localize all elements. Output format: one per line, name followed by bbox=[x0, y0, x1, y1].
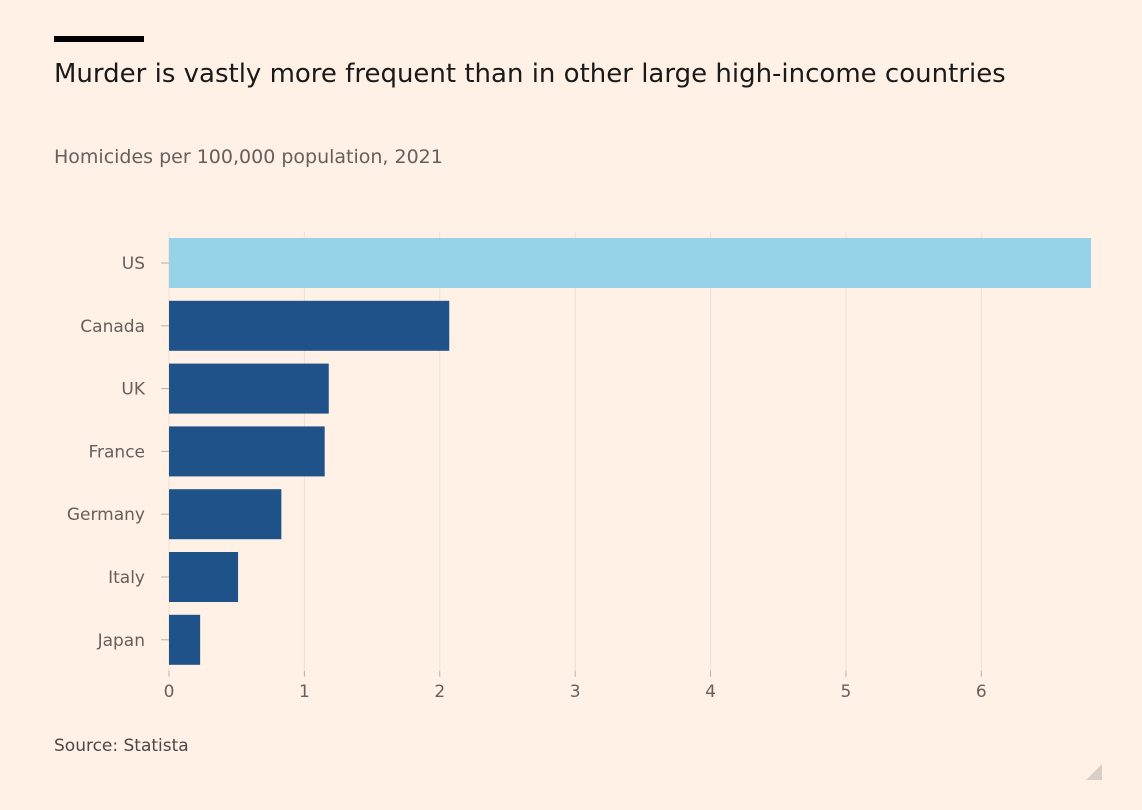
source-note: Source: Statista bbox=[54, 736, 189, 756]
category-label: Canada bbox=[80, 317, 145, 337]
header-rule bbox=[54, 36, 144, 42]
category-label: Japan bbox=[97, 631, 145, 651]
x-tick-label: 1 bbox=[299, 682, 310, 702]
chart-title: Murder is vastly more frequent than in o… bbox=[54, 59, 1006, 89]
x-tick-label: 6 bbox=[976, 682, 987, 702]
category-label: UK bbox=[121, 380, 145, 400]
bar bbox=[169, 426, 325, 477]
bar bbox=[169, 238, 1091, 288]
x-tick-label: 0 bbox=[164, 682, 175, 702]
category-label: US bbox=[122, 254, 145, 274]
bar bbox=[169, 552, 239, 602]
bar bbox=[169, 489, 282, 540]
x-tick-label: 3 bbox=[570, 682, 581, 702]
chart-subtitle: Homicides per 100,000 population, 2021 bbox=[54, 146, 443, 168]
category-label: France bbox=[88, 442, 145, 462]
category-label: Germany bbox=[67, 505, 145, 525]
category-label: Italy bbox=[108, 568, 145, 588]
x-tick-label: 4 bbox=[705, 682, 716, 702]
x-tick-label: 2 bbox=[434, 682, 445, 702]
x-tick-label: 5 bbox=[841, 682, 852, 702]
bar bbox=[169, 614, 201, 665]
resize-handle-icon bbox=[1086, 764, 1102, 780]
bar bbox=[169, 363, 329, 414]
bar bbox=[169, 300, 450, 351]
